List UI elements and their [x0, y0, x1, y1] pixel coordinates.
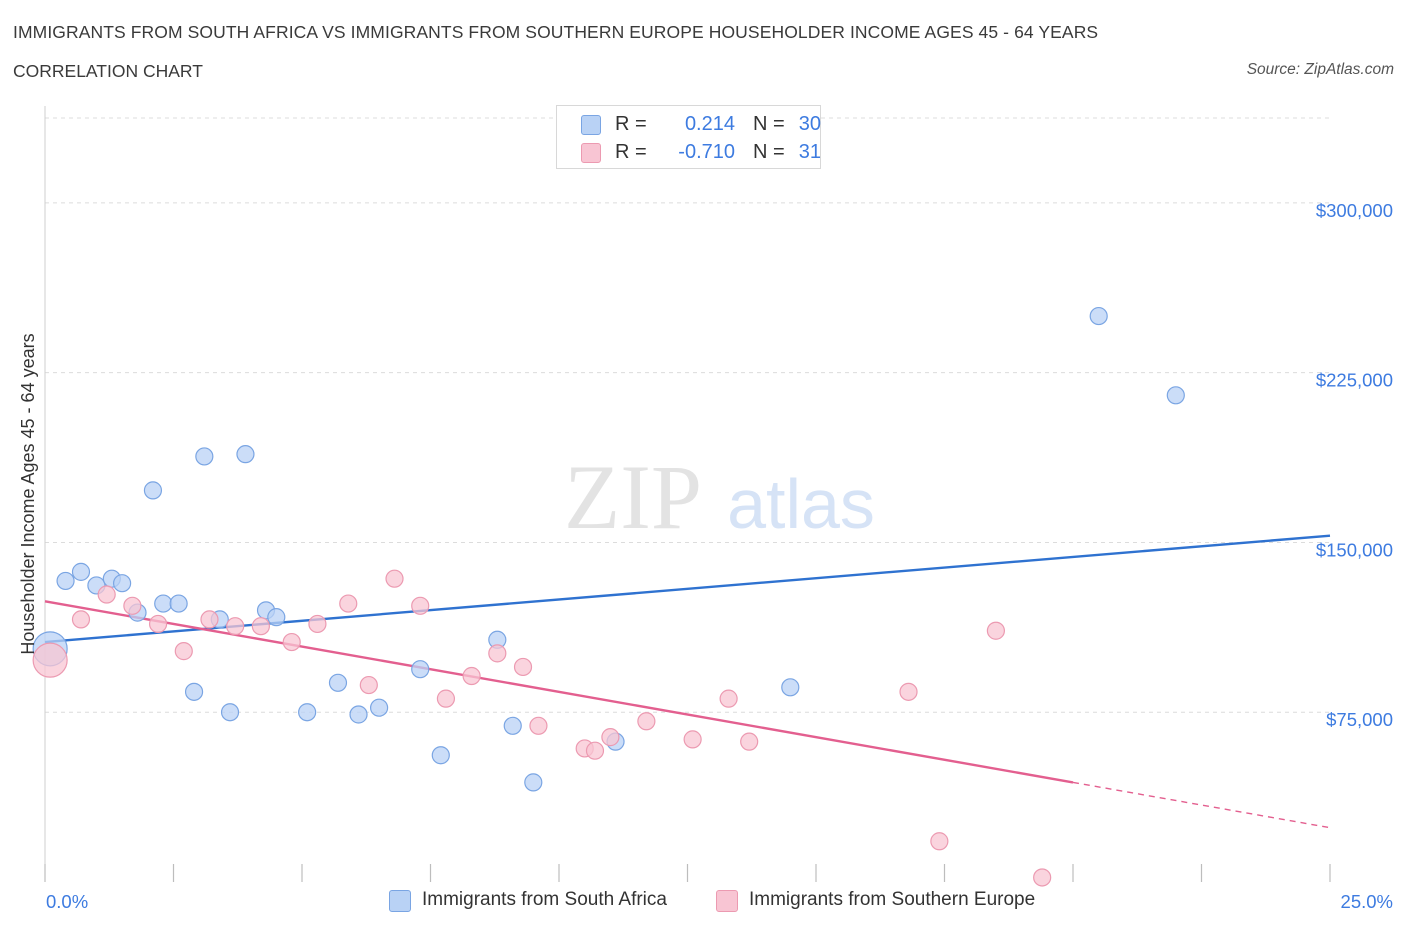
data-point-south-africa — [411, 660, 430, 679]
data-point-south-africa — [781, 678, 800, 697]
data-point-southern-europe — [637, 712, 656, 731]
data-point-southern-europe — [513, 657, 533, 677]
data-point-southern-europe — [282, 632, 301, 652]
data-point-south-africa — [169, 594, 188, 613]
data-point-south-africa — [236, 445, 255, 464]
data-point-southern-europe — [339, 594, 358, 613]
data-point-south-africa — [298, 703, 317, 722]
data-point-southern-europe — [719, 689, 738, 708]
data-point-southern-europe — [601, 728, 620, 747]
data-point-south-africa — [328, 673, 348, 692]
data-point-southern-europe — [740, 732, 759, 751]
x-tick-label: 25.0% — [1341, 891, 1393, 912]
data-point-south-africa — [154, 594, 173, 613]
watermark-zip: ZIP — [564, 446, 702, 548]
data-point-south-africa — [143, 481, 163, 500]
data-point-southern-europe — [529, 716, 548, 735]
data-point-southern-europe — [488, 644, 507, 663]
data-point-southern-europe — [148, 614, 168, 634]
watermark-atlas: atlas — [727, 465, 875, 543]
data-point-south-africa — [524, 773, 543, 792]
legend-label: Immigrants from Southern Europe — [749, 889, 1036, 910]
data-point-southern-europe — [462, 666, 481, 686]
data-point-south-africa — [184, 682, 204, 701]
data-point-southern-europe — [359, 675, 378, 695]
data-point-south-africa — [220, 703, 240, 722]
data-point-south-africa — [1089, 306, 1108, 326]
chart-subtitle: CORRELATION CHART — [13, 61, 203, 81]
data-point-southern-europe — [251, 617, 270, 636]
data-point-south-africa — [56, 571, 75, 591]
legend-n-label: N = — [753, 141, 785, 163]
data-point-south-africa — [503, 716, 522, 735]
chart-title: IMMIGRANTS FROM SOUTH AFRICA VS IMMIGRAN… — [13, 22, 1099, 42]
data-point-south-africa — [349, 705, 368, 724]
data-point-southern-europe — [899, 682, 918, 701]
legend-n-value: 30 — [798, 113, 821, 135]
data-point-south-africa — [71, 562, 91, 581]
y-tick-label: $300,000 — [1316, 200, 1393, 221]
x-tick-label: 0.0% — [46, 891, 88, 912]
legend-n-label: N = — [753, 113, 785, 135]
y-tick-label: $75,000 — [1326, 709, 1393, 730]
data-point-southern-europe — [1033, 868, 1052, 887]
data-point-south-africa — [370, 698, 389, 717]
legend-r-label: R = — [615, 113, 647, 135]
data-point-southern-europe — [986, 621, 1006, 640]
legend-swatch-pink — [716, 890, 738, 912]
trend-layer — [44, 534, 1331, 829]
legend-swatch-pink — [581, 143, 601, 163]
data-point-southern-europe — [174, 642, 193, 661]
y-axis-label: Householder Income Ages 45 - 64 years — [18, 333, 38, 654]
y-tick-label: $225,000 — [1316, 370, 1393, 391]
data-point-south-africa — [195, 447, 214, 466]
legend-r-value: 0.214 — [684, 113, 735, 135]
data-point-southern-europe — [683, 730, 702, 749]
data-point-south-africa — [431, 746, 450, 765]
data-point-southern-europe — [308, 614, 327, 634]
trend-line-extension — [1072, 781, 1331, 829]
data-point-southern-europe — [97, 585, 116, 604]
data-point-south-africa — [1166, 386, 1185, 405]
legend-r-value: -0.710 — [678, 141, 735, 163]
data-point-southern-europe — [200, 610, 219, 629]
trend-line-southern-europe — [44, 600, 1074, 784]
label-layer: $75,000 $150,000 $225,000 $300,000 0.0% 25.0%… — [18, 200, 1393, 912]
axis-layer — [44, 106, 1331, 882]
legend-r-label: R = — [615, 141, 647, 163]
data-point-southern-europe — [71, 610, 91, 629]
data-point-southern-europe — [930, 832, 949, 851]
legend-swatch-blue — [389, 890, 411, 912]
data-point-south-africa — [112, 574, 132, 593]
watermark: ZIP atlas — [564, 446, 875, 548]
legend-swatch-blue — [581, 115, 601, 135]
legend-label: Immigrants from South Africa — [422, 889, 667, 910]
y-tick-label: $150,000 — [1316, 539, 1393, 560]
data-point-southern-europe — [123, 596, 142, 615]
legend-n-value: 31 — [798, 141, 821, 163]
data-point-southern-europe — [385, 569, 404, 588]
data-point-southern-europe — [226, 617, 245, 636]
stats-legend: R = 0.214 N = 30 R = -0.710 N = 31 — [556, 105, 821, 169]
point-layer — [32, 306, 1185, 887]
data-point-southern-europe — [585, 741, 605, 760]
data-point-southern-europe — [436, 689, 456, 708]
data-point-southern-europe — [411, 596, 430, 615]
source-credit: Source: ZipAtlas.com — [1246, 61, 1394, 78]
data-point-southern-europe — [32, 642, 68, 678]
data-point-south-africa — [267, 608, 286, 627]
